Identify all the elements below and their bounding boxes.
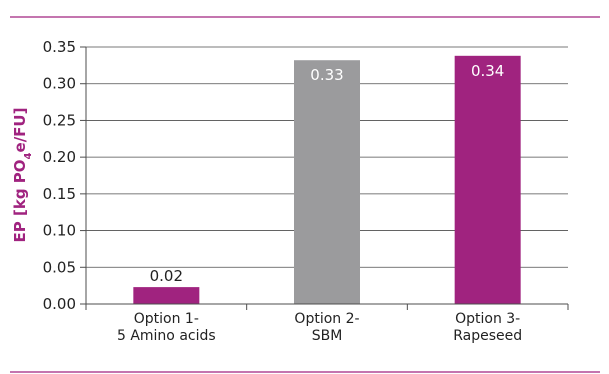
y-tick-label: 0.20 — [43, 148, 76, 166]
bar — [133, 287, 200, 304]
bar — [454, 55, 521, 304]
data-labels: 0.02 0.33 0.34 — [150, 62, 505, 285]
data-label: 0.02 — [150, 267, 183, 285]
y-tick-label: 0.35 — [43, 38, 76, 56]
y-tick-label: 0.30 — [43, 75, 76, 93]
bars — [133, 55, 521, 304]
y-axis-label: EP [kg PO4e/FU] — [11, 108, 34, 243]
y-tick-label: 0.10 — [43, 222, 76, 240]
category-label: Option 1- — [134, 311, 199, 327]
y-axis-label-suffix: e/FU] — [11, 108, 29, 153]
category-label: Option 3- — [455, 311, 520, 327]
y-tick-label: 0.25 — [43, 111, 76, 129]
y-axis-label-prefix: EP [kg PO — [11, 159, 29, 242]
category-label: Option 2- — [294, 311, 359, 327]
category-label: SBM — [312, 328, 343, 344]
category-label: 5 Amino acids — [117, 328, 216, 344]
y-tick-label: 0.05 — [43, 258, 76, 276]
y-tick-label: 0.00 — [43, 295, 76, 313]
bar — [294, 60, 360, 304]
y-tick-labels: 0.00 0.05 0.10 0.15 0.20 0.25 0.30 0.35 — [43, 38, 76, 313]
y-tick-label: 0.15 — [43, 185, 76, 203]
category-labels: Option 1-5 Amino acids Option 2-SBM Option… — [117, 311, 522, 344]
data-label: 0.34 — [471, 62, 504, 80]
category-label: Rapeseed — [453, 328, 522, 344]
y-axis-label-subscript: 4 — [23, 152, 34, 159]
data-label: 0.33 — [310, 66, 343, 84]
